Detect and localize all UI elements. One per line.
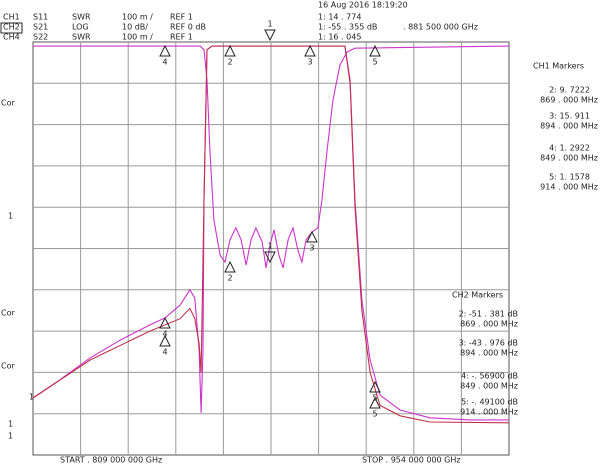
marker-label: 2 [227,274,232,283]
ch2-markers-title: CH2 Markers [452,291,503,300]
left-label: 1 [8,212,13,221]
channel-scale: 10 dB/ [122,23,148,32]
marker-glyph [224,44,236,57]
marker-freq: 894 . 000 MHz [540,122,598,131]
marker-freq: 869 . 000 MHz [540,96,598,105]
channel-format: SWR [72,33,91,42]
marker-label: 4 [162,330,167,339]
channel-ch: CH1 [3,13,20,22]
channel-ref: REF 1 [170,13,193,22]
channel-ch: CH2 [3,23,20,32]
date: 16 Aug 2016 18:19:20 [318,1,408,10]
trace [32,45,510,424]
marker-value: 3: 15. 911 [549,112,590,121]
marker-glyph [159,334,171,347]
channel-scale: 100 m / [122,33,153,42]
marker-value: 5: 1. 1578 [549,173,590,182]
marker-value: 2: 9. 7222 [549,86,590,95]
channel-scale: 100 m / [122,13,153,22]
marker-glyph [369,380,381,393]
ch1-markers-title: CH1 Markers [533,62,584,71]
start-freq: START . 809 000 000 GHz [60,456,162,464]
channel-format: LOG [72,23,89,32]
marker-label: 5 [372,58,377,67]
channel-ref: REF 0 dB [170,23,206,32]
marker-freq: 849 . 000 MHz [540,154,598,163]
marker-value: 4: -. 56900 dB [461,372,518,381]
stop-freq: STOP . 954 000 000 GHz [362,456,461,464]
marker-label: 3 [307,58,312,67]
channel-param: S11 [33,13,48,22]
marker-value: 2: -51 . 381 dB [459,310,518,319]
left-label: Cor [1,99,15,108]
marker-label: 3 [309,244,314,253]
marker-glyph [224,260,236,273]
left-label: Cor [1,309,15,318]
marker-glyph [304,44,316,57]
marker-glyph [369,396,381,409]
channel-ch: CH4 [3,33,20,42]
active-channel-box [0,22,23,34]
marker-glyph [264,29,276,42]
channel-readout: 1: 14 . 774 [318,13,361,22]
channel-param: S22 [33,33,48,42]
marker-label: 4 [162,58,167,67]
marker-freq: 849 . 000 MHz [460,382,518,391]
marker-freq: 894 . 000 MHz [460,349,518,358]
channel-readout: 1: -55 . 355 dB [318,23,377,32]
marker-value: 5: -. 49100 dB [461,398,518,407]
channel-format: SWR [72,13,91,22]
left-label: 1 [8,420,13,429]
marker-glyph [306,230,318,243]
marker-freq: 869 . 000 MHz [460,320,518,329]
marker-glyph [369,44,381,57]
marker-label: 5 [372,410,377,419]
channel-ref: REF 1 [170,33,193,42]
marker-value: 4: 1. 2922 [549,144,590,153]
channel-param: S21 [33,23,48,32]
marker-glyph [159,316,171,329]
marker-value: 3: -43 . 976 dB [459,339,518,348]
marker-glyph [264,251,276,264]
channel-readout: 1: 16 . 045 [318,33,361,42]
left-label: 1 [8,432,13,441]
trace [33,45,510,269]
marker-freq: 914 . 000 MHz [460,408,518,417]
marker-label: 1 [267,20,272,29]
marker-label: 4 [162,348,167,357]
left-label: Cor [1,362,15,371]
marker-freq: 914 . 000 MHz [540,183,598,192]
marker-label: 1 [267,242,272,251]
channel-freq: . 881 500 000 GHz [403,23,478,32]
left-label: 1 [29,393,34,402]
marker-glyph [159,44,171,57]
marker-label: 2 [227,58,232,67]
